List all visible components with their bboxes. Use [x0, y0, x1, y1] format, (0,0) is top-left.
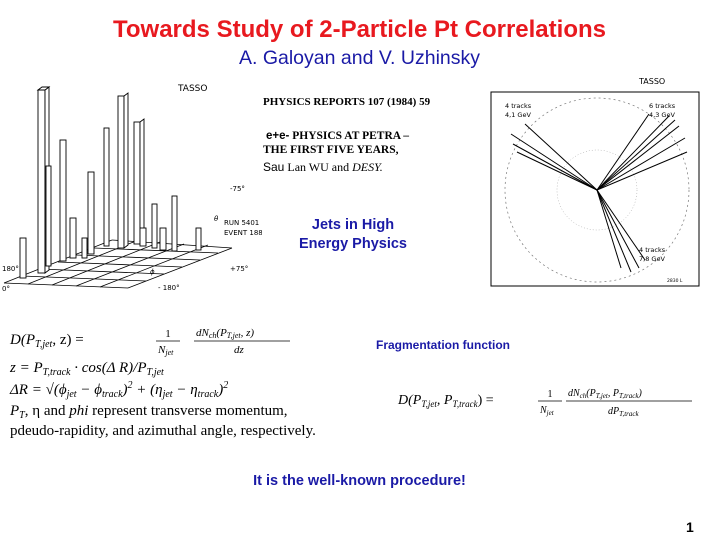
track: [596, 151, 688, 191]
eq1: D(PT,jet, z) =: [9, 332, 84, 350]
reference-author-sans: Sau: [263, 160, 285, 174]
track: [510, 133, 598, 191]
reference-institution: DESY.: [352, 160, 383, 174]
event-tracks: [510, 113, 688, 273]
definition-line2: pdeudo-rapidity, and azimuthal angle, re…: [10, 423, 316, 439]
lego-plot-label: TASSO: [177, 84, 207, 94]
track: [596, 119, 676, 191]
reference-journal: PHYSICS REPORTS 107 (1984) 59: [263, 96, 431, 108]
eq2: z = PT,track · cos(Δ R)/PT,jet: [9, 360, 164, 378]
lego-tower: [37, 89, 46, 274]
lego-plot-figure: TASSO -75° θ RUN 5401 EVENT 1883 +75° 18…: [2, 84, 262, 293]
lego-axis-theta: θ: [214, 215, 219, 223]
lego-tower: [81, 237, 88, 259]
event-display-figure: TASSO 4 tracks 4,1 GeV 6 tracks 4,3 GeV …: [490, 77, 700, 287]
event-display-label: TASSO: [638, 77, 665, 86]
slide-authors: A. Galoyan and V. Uzhinsky: [239, 47, 480, 69]
jet-a-energy: 4,1 GeV: [505, 111, 531, 119]
reference-title-line1: e+e- PHYSICS AT PETRA –: [266, 129, 409, 144]
eq1-deriv-num: dNch(PT,jet, z): [196, 327, 254, 340]
formula-block: D(PT,jet, z) = 1 Njet dNch(PT,jet, z) dz…: [9, 327, 316, 439]
reference-author: Sau Lan WU and DESY.: [263, 160, 383, 175]
lego-tower: [87, 171, 95, 255]
track: [516, 151, 598, 191]
lego-tower: [45, 165, 52, 267]
lego-tower: [69, 217, 77, 259]
event-display-frame: [490, 91, 700, 287]
event-inner-circle: [556, 149, 638, 231]
lego-tower: [117, 95, 125, 249]
track: [596, 137, 686, 191]
jet-c-tracks: 4 tracks: [639, 246, 666, 254]
track: [512, 143, 598, 191]
lego-tick-0: 0°: [2, 285, 10, 293]
slide-title: Towards Study of 2-Particle Pt Correlati…: [113, 16, 606, 43]
procedure-note: It is the well-known procedure!: [253, 473, 466, 489]
eq4-deriv-num: dNch(PT,jet, PT,track): [568, 388, 642, 400]
lego-run: RUN 5401: [224, 219, 259, 227]
track: [524, 123, 598, 191]
jets-label-line1: Jets in High: [311, 217, 395, 233]
lego-tower: [103, 127, 110, 247]
track: [596, 113, 650, 191]
jets-label: Jets in High Energy Physics: [276, 216, 430, 254]
reference-author-serif: Lan WU and: [284, 160, 353, 174]
eq4-deriv-den: dPT,track: [608, 406, 640, 418]
definition-line1: PT, η and phi represent transverse momen…: [9, 403, 288, 421]
lego-tower: [59, 139, 67, 262]
reference-title-prefix: e+e-: [266, 130, 290, 142]
jet-a-tracks: 4 tracks: [505, 102, 532, 110]
track: [596, 115, 670, 191]
fragmentation-label: Fragmentation function: [376, 338, 510, 352]
eq4: D(PT,jet, PT,track) =: [397, 393, 494, 409]
lego-tower-top: [36, 86, 51, 91]
fragmentation-formula: D(PT,jet, PT,track) = 1 Njet dNch(PT,jet…: [397, 388, 692, 418]
lego-tower: [171, 195, 178, 252]
lego-plot-towers: [19, 86, 202, 279]
reference-title-line2: THE FIRST FIVE YEARS,: [263, 144, 399, 156]
track: [596, 189, 632, 273]
event-outer-circle: [504, 97, 690, 283]
lego-tick-180: 180°: [2, 265, 19, 273]
eq4-frac-num: 1: [548, 389, 553, 400]
lego-tower: [19, 237, 27, 279]
lego-tick-p75: +75°: [230, 265, 248, 273]
jet-b-energy: 4,3 GeV: [649, 111, 675, 119]
track: [596, 189, 646, 261]
jet-b-tracks: 6 tracks: [649, 102, 676, 110]
lego-tower-side: [123, 92, 129, 249]
lego-tower: [139, 227, 147, 247]
track: [596, 125, 680, 191]
lego-tower-side: [139, 118, 145, 245]
reference-title-line1-rest: PHYSICS AT PETRA –: [289, 130, 410, 142]
eq1-deriv-den: dz: [234, 344, 245, 356]
lego-tick-m180: - 180°: [158, 284, 180, 292]
eq1-frac-num: 1: [165, 328, 171, 340]
event-figure-id: 2830 L: [667, 278, 683, 284]
jet-c-energy: 7,8 GeV: [639, 255, 665, 263]
eq1-frac-den: Njet: [157, 344, 174, 357]
eq4-frac-den: Njet: [539, 405, 555, 417]
eq3: ΔR = √(ϕjet − ϕtrack)2 + (ηjet − ηtrack)…: [9, 380, 228, 400]
track: [596, 189, 622, 269]
track: [596, 189, 640, 269]
lego-tower: [195, 227, 202, 251]
lego-tick-m75: -75°: [230, 185, 245, 193]
page-number: 1: [686, 519, 694, 535]
jets-label-line2: Energy Physics: [299, 236, 407, 252]
lego-tower: [159, 227, 167, 251]
lego-tower: [133, 121, 141, 245]
lego-event: EVENT 1883: [224, 229, 262, 237]
lego-axis-phi: ϕ: [150, 268, 155, 276]
lego-tower: [151, 203, 158, 249]
